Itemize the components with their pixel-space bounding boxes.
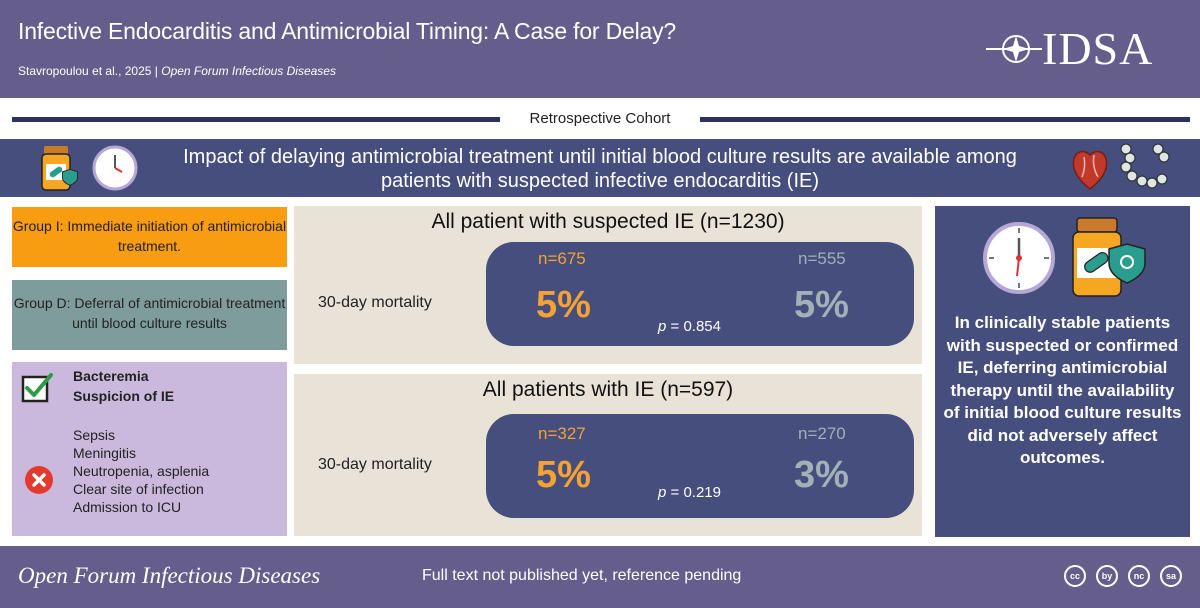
checkbox-check-icon [21,373,53,403]
p-value: p = 0.854 [658,318,721,335]
results-pill: n=327 5% n=270 3% p = 0.219 [486,414,914,518]
p-value: p = 0.219 [658,484,721,501]
group-d-mortality: 5% [794,284,849,326]
inclusion-item: Suspicion of IE [73,388,175,404]
citation: Stavropoulou et al., 2025 | Open Forum I… [18,64,336,78]
bacteria-icon [1120,143,1170,189]
p-label: p [658,484,667,501]
group-d-mortality: 3% [794,454,849,496]
footer-note: Full text not published yet, reference p… [422,567,742,584]
divider-right [700,117,1190,122]
medicine-bottle-icon [41,146,78,191]
results-panel-suspected-ie: All patient with suspected IE (n=1230) 3… [294,206,922,364]
p-label: p [658,318,667,335]
cc-nc-icon: nc [1128,565,1150,587]
exclusion-list: Sepsis Meningitis Neutropenia, asplenia … [73,426,209,516]
idsa-logo: IDSA [986,24,1170,74]
group-d-text: Deferral of antimicrobial treatment unti… [70,295,286,331]
group-i-box: Group I: Immediate initiation of antimic… [12,207,287,267]
group-i-mortality: 5% [536,284,591,326]
conclusion-text: In clinically stable patients with suspe… [943,313,1182,467]
footer: Open Forum Infectious Diseases Full text… [0,546,1200,608]
criteria-box: Bacteremia Suspicion of IE Sepsis Mening… [12,362,287,536]
clock-icon [983,222,1055,294]
exclusion-x-icon [25,466,53,494]
cc-by-icon: by [1096,565,1118,587]
group-i-text: Immediate initiation of antimicrobial tr… [63,218,287,254]
group-i-n: n=327 [538,424,586,443]
exclusion-item: Meningitis [73,445,137,461]
conclusion-box: In clinically stable patients with suspe… [935,206,1190,537]
idsa-star-icon [986,35,1042,63]
medicine-bottle-icon [1072,217,1146,297]
page-title: Infective Endocarditis and Antimicrobial… [18,18,676,44]
citation-journal: Open Forum Infectious Diseases [161,64,336,78]
exclusion-item: Sepsis [73,427,116,443]
objective-banner: Impact of delaying antimicrobial treatme… [0,139,1200,197]
p-number: = 0.854 [666,318,721,335]
heart-icon [1072,150,1108,190]
group-d-n: n=555 [798,249,846,268]
mortality-label: 30-day mortality [318,456,432,473]
objective-text: Impact of delaying antimicrobial treatme… [183,146,1017,192]
footer-journal: Open Forum Infectious Diseases [18,563,321,588]
study-type: Retrospective Cohort [529,110,671,127]
group-d-label: Group D: [13,295,71,311]
panel-title: All patients with IE (n=597) [482,378,734,401]
idsa-logo-text: IDSA [1042,23,1154,74]
group-i-mortality: 5% [536,454,591,496]
divider-left [12,117,500,122]
header: Infective Endocarditis and Antimicrobial… [0,0,1200,98]
group-d-n: n=270 [798,424,846,443]
results-pill: n=675 5% n=555 5% p = 0.854 [486,242,914,346]
exclusion-item: Admission to ICU [73,499,182,515]
exclusion-item: Neutropenia, asplenia [73,463,210,479]
group-i-n: n=675 [538,249,586,268]
inclusion-item: Bacteremia [73,368,149,384]
citation-authors: Stavropoulou et al., 2025 | [18,64,158,78]
clock-icon [92,145,138,191]
cc-license-icon: cc [1064,565,1086,587]
panel-title: All patient with suspected IE (n=1230) [431,210,785,233]
results-panel-confirmed-ie: All patients with IE (n=597) 30-day mort… [294,374,922,536]
inclusion-list: Bacteremia Suspicion of IE [73,366,174,406]
mortality-label: 30-day mortality [318,294,432,311]
p-number: = 0.219 [666,484,721,501]
cc-sa-icon: sa [1160,565,1182,587]
group-d-box: Group D: Deferral of antimicrobial treat… [12,280,287,350]
group-i-label: Group I: [12,218,64,234]
exclusion-item: Clear site of infection [73,481,204,497]
